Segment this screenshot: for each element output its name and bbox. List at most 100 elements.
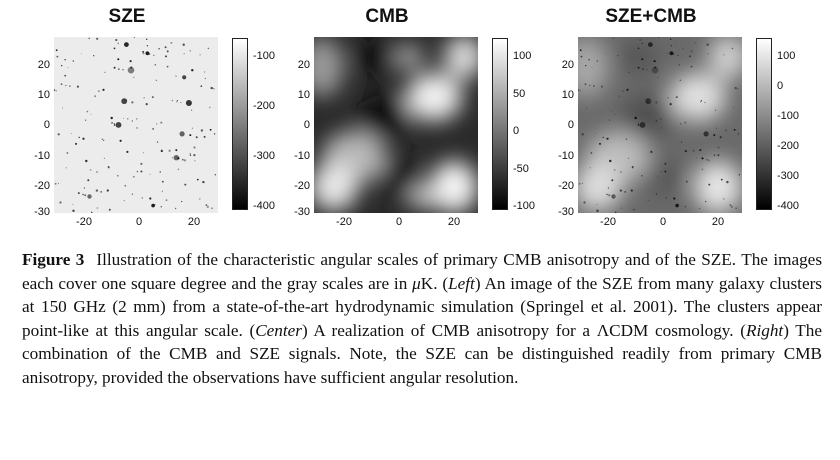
cluster-point: [133, 37, 135, 39]
cluster-point: [76, 85, 79, 88]
cluster-point: [684, 121, 687, 124]
cluster-point: [612, 37, 614, 40]
cluster-point: [606, 193, 608, 196]
cluster-point: [100, 191, 103, 193]
cluster-point: [715, 109, 717, 111]
cluster-point: [703, 131, 709, 137]
cluster-point: [673, 173, 675, 175]
cluster-point: [75, 142, 77, 145]
cluster-point: [196, 178, 199, 181]
cluster-point: [96, 207, 99, 209]
cluster-point: [117, 58, 120, 61]
cluster-point: [160, 121, 163, 124]
cluster-point: [704, 101, 706, 104]
cluster-point: [191, 109, 193, 111]
cluster-point: [203, 135, 206, 138]
cluster-point: [56, 55, 59, 58]
cluster-point: [131, 193, 134, 195]
cluster-point: [82, 137, 85, 140]
cluster-point: [126, 150, 129, 153]
x-tick-label: 20: [447, 216, 461, 228]
cluster-point: [180, 101, 182, 104]
x-tick-label: 0: [395, 216, 403, 228]
cmb-image: [314, 37, 478, 213]
cluster-point: [209, 106, 211, 109]
cluster-point: [586, 107, 588, 109]
cluster-point: [690, 65, 693, 68]
cluster-point: [146, 45, 149, 47]
cluster-point: [613, 169, 616, 171]
cluster-point: [177, 168, 180, 171]
cluster-point: [724, 129, 728, 132]
cluster-point: [154, 64, 156, 66]
cluster-point: [620, 207, 623, 209]
colorbar-tick-label: -200: [777, 140, 800, 152]
cluster-point: [619, 189, 623, 192]
cluster-point: [209, 128, 212, 131]
cluster-point: [193, 154, 196, 157]
cluster-point: [117, 175, 119, 177]
cluster-point: [689, 55, 691, 58]
cluster-point: [108, 208, 111, 211]
caption-lcdm: ΛCDM: [596, 320, 649, 340]
cluster-point: [107, 166, 110, 168]
cluster-point: [175, 149, 178, 152]
cluster-point: [733, 128, 736, 131]
panel-sze-cmb: SZE+CMB 20 10 0 -10 -20 -30 -20 0 20 100 0 -100 -200…: [558, 0, 840, 228]
cluster-point: [641, 175, 643, 177]
cluster-point: [193, 146, 196, 149]
cluster-point: [685, 180, 688, 183]
cluster-point: [655, 120, 657, 122]
cluster-point: [707, 53, 709, 55]
cluster-point: [151, 203, 155, 208]
cluster-point: [641, 42, 643, 45]
cluster-point: [731, 47, 734, 50]
y-tick-label: 20: [297, 59, 310, 71]
cluster-point: [113, 124, 116, 126]
panel-title: SZE+CMB: [605, 6, 697, 27]
cluster-point: [655, 101, 658, 104]
cluster-point: [582, 182, 583, 184]
panel-title: SZE: [108, 6, 146, 27]
y-tick-label: 0: [303, 119, 310, 131]
cluster-point: [85, 119, 87, 121]
cluster-point: [734, 86, 737, 90]
cluster-point: [133, 76, 135, 78]
cluster-point: [701, 157, 704, 160]
cluster-point: [682, 47, 684, 50]
cmb-svg: [314, 37, 478, 213]
cluster-point: [101, 138, 104, 140]
cluster-point: [588, 59, 590, 61]
cluster-point: [679, 79, 681, 81]
cluster-point: [140, 170, 143, 173]
cluster-point: [735, 207, 737, 210]
cluster-point: [606, 137, 609, 140]
colorbar-tick-label: -200: [253, 100, 276, 112]
cluster-point: [738, 174, 740, 176]
cluster-point: [174, 207, 177, 210]
cluster-point: [678, 64, 680, 66]
cluster-point: [78, 136, 80, 139]
cluster-point: [72, 209, 75, 212]
cluster-point: [136, 127, 138, 129]
cluster-point: [700, 100, 702, 102]
cluster-point: [694, 41, 697, 44]
cluster-point: [90, 113, 92, 115]
panel-title: CMB: [365, 6, 409, 27]
cluster-point: [675, 96, 678, 99]
cluster-point: [214, 174, 216, 176]
colorbar-tick-label: -400: [253, 200, 276, 212]
cluster-point: [604, 53, 606, 55]
colorbar: [492, 38, 508, 210]
cluster-point: [204, 71, 206, 73]
cluster-point: [168, 149, 171, 152]
cluster-point: [123, 117, 125, 119]
cluster-point: [648, 42, 653, 47]
cluster-point: [591, 67, 593, 69]
y-tick-label: -30: [34, 206, 50, 218]
cluster-point: [199, 198, 201, 200]
cluster-point: [119, 139, 122, 142]
cluster-point: [609, 119, 611, 121]
cluster-point: [719, 136, 722, 139]
caption-text: ) An image of the SZE from many galaxy c…: [22, 273, 822, 340]
